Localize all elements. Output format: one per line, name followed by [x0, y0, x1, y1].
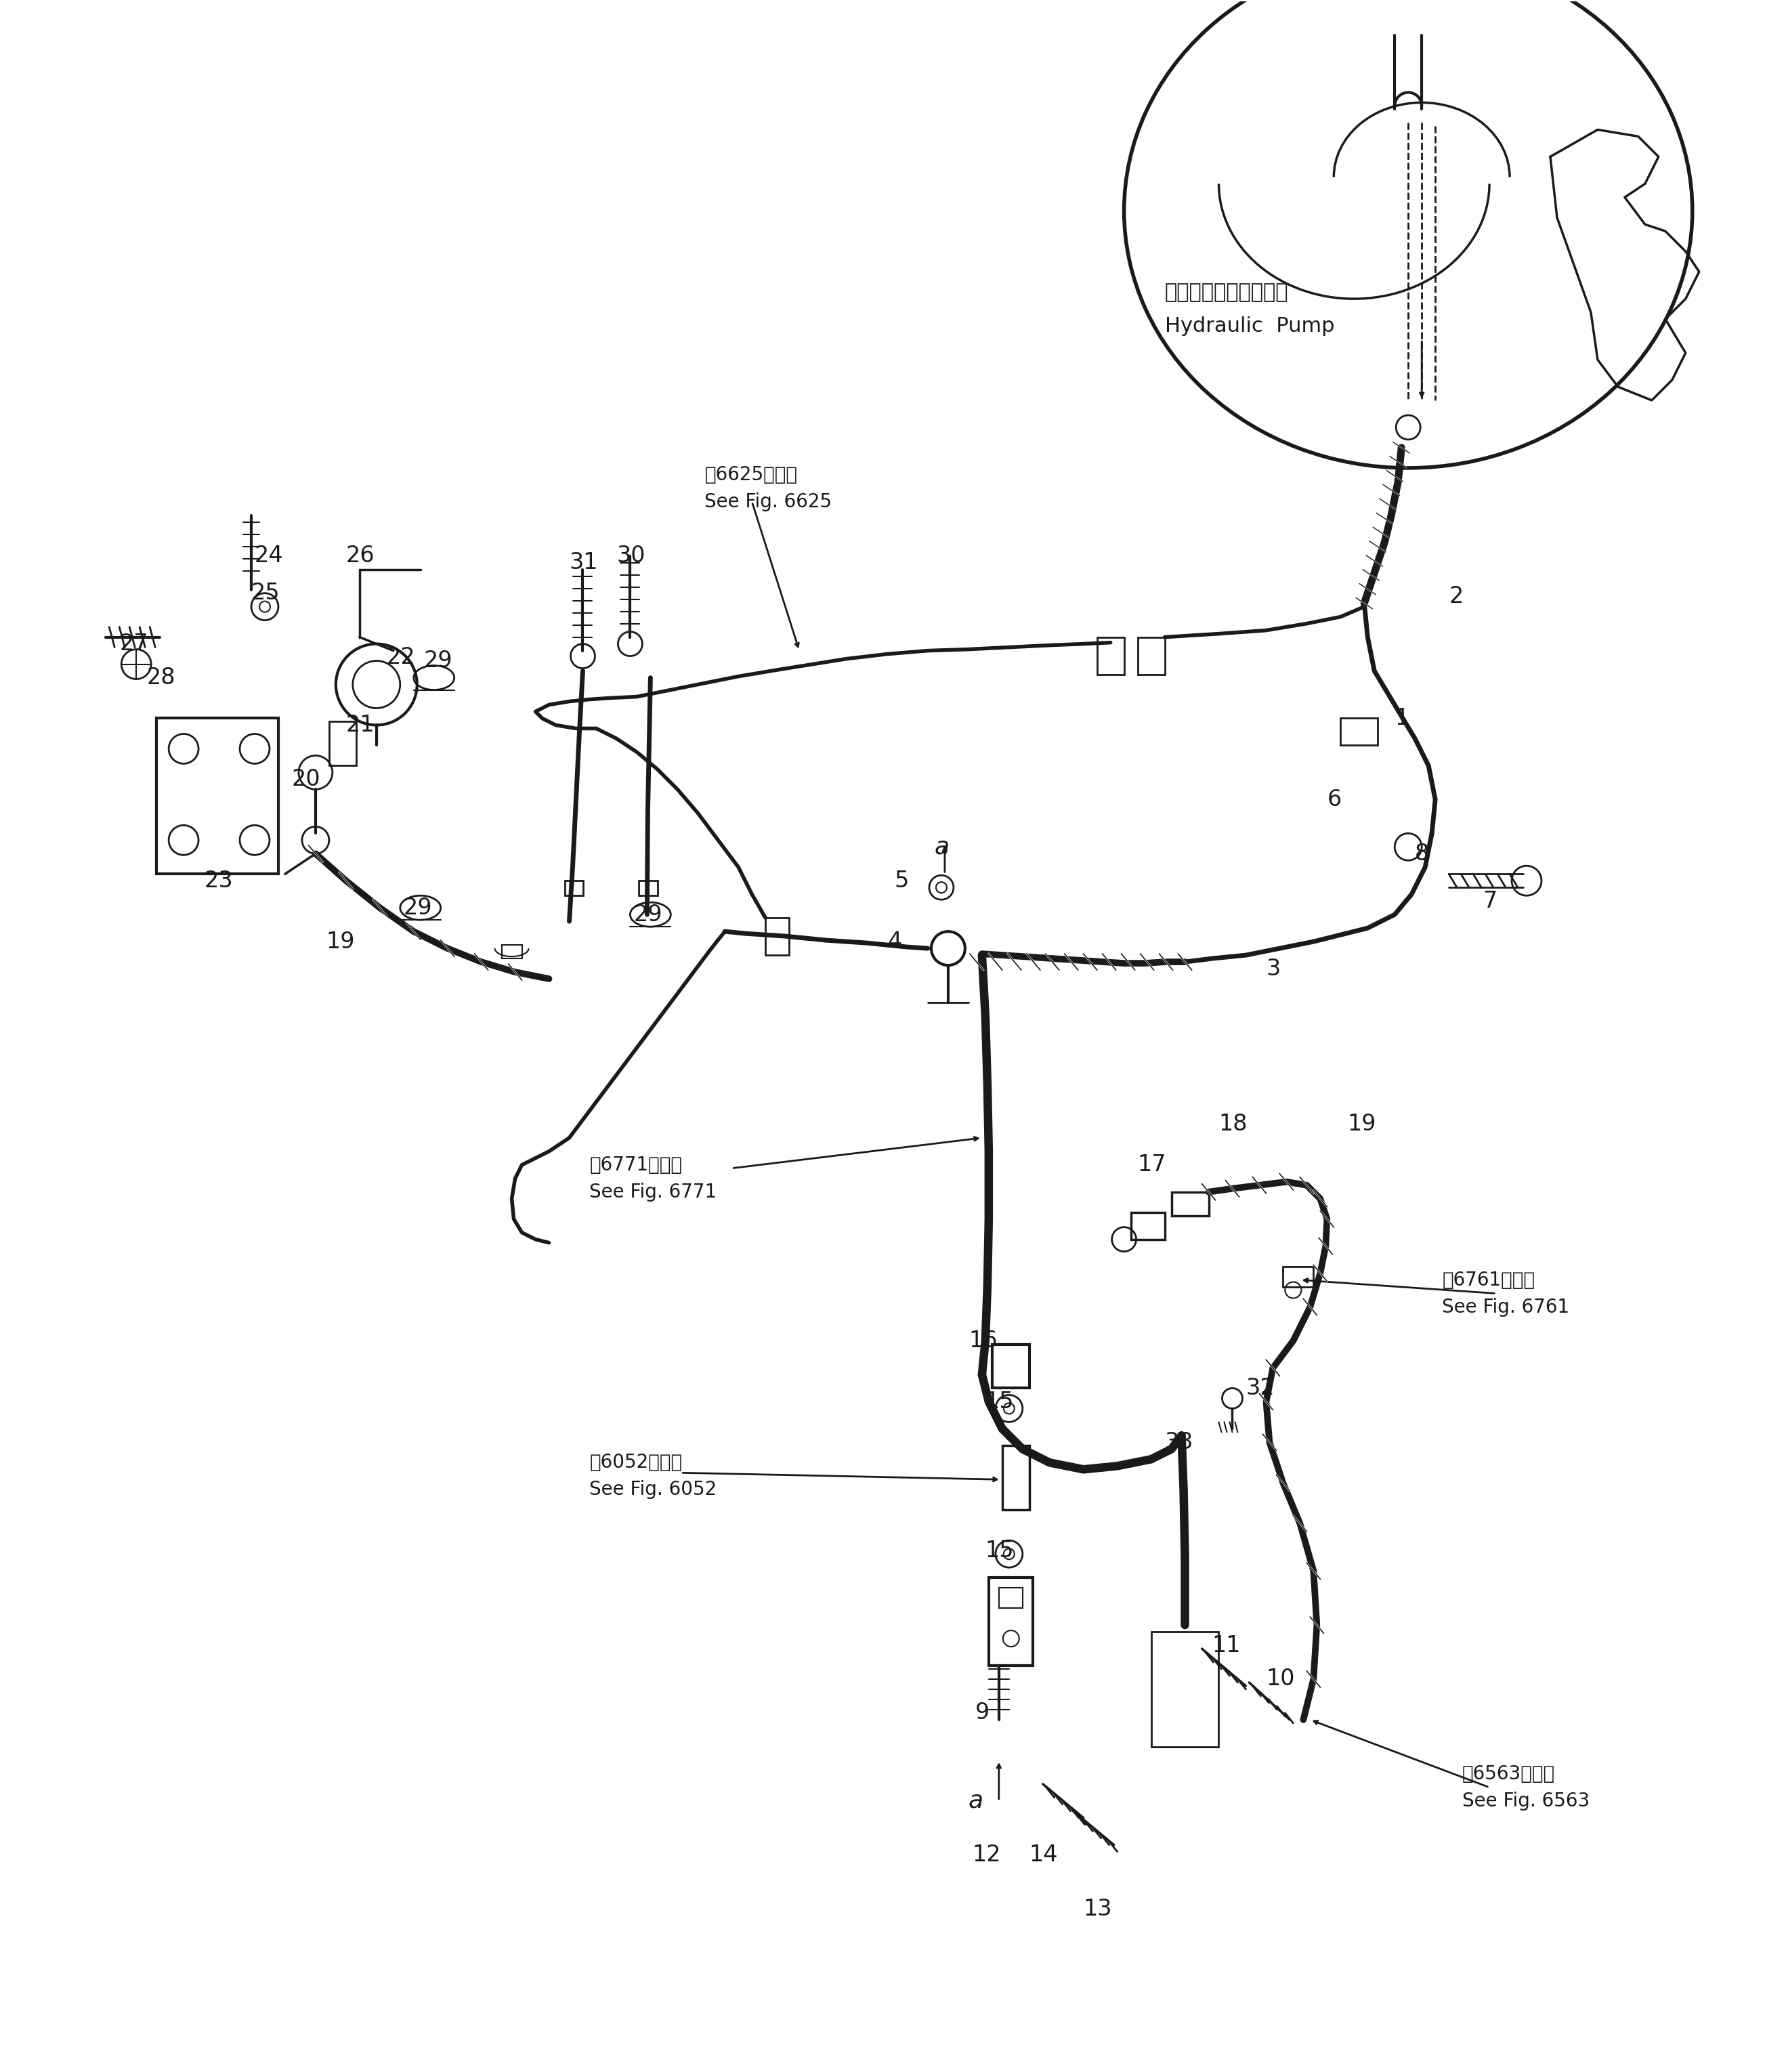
Text: 第6761図参照: 第6761図参照 [1441, 1270, 1534, 1289]
Text: 25: 25 [252, 582, 280, 605]
Text: 2: 2 [1448, 586, 1463, 607]
Bar [329, 721, 355, 767]
Bar [1131, 1212, 1164, 1239]
Bar [1282, 1266, 1313, 1287]
Text: 第6563図参照: 第6563図参照 [1463, 1765, 1556, 1784]
Bar [157, 719, 279, 874]
Text: 1: 1 [1395, 707, 1409, 729]
Text: 16: 16 [968, 1330, 997, 1353]
Bar [1152, 1633, 1218, 1747]
Text: 7: 7 [1482, 889, 1497, 912]
Text: 5: 5 [895, 870, 909, 891]
Text: See Fig. 6052: See Fig. 6052 [589, 1479, 716, 1500]
Text: 第6625図参照: 第6625図参照 [704, 466, 797, 485]
Text: 第6052図参照: 第6052図参照 [589, 1452, 682, 1471]
Text: 27: 27 [120, 632, 148, 655]
Bar [564, 881, 584, 895]
Text: 4: 4 [888, 930, 902, 953]
Bar [1341, 719, 1377, 746]
Text: 32: 32 [1247, 1378, 1275, 1399]
Bar [1097, 636, 1123, 673]
Bar [1172, 1191, 1209, 1216]
Bar [639, 881, 657, 895]
Text: 14: 14 [1029, 1844, 1057, 1867]
Text: Hydraulic  Pump: Hydraulic Pump [1164, 317, 1334, 336]
Text: 31: 31 [570, 551, 598, 574]
Bar [502, 945, 522, 959]
Text: See Fig. 6761: See Fig. 6761 [1441, 1297, 1570, 1316]
Text: 15: 15 [986, 1390, 1014, 1413]
Text: 12: 12 [972, 1844, 1000, 1867]
Text: 9: 9 [975, 1701, 989, 1724]
Text: 3: 3 [1266, 957, 1281, 980]
Text: a: a [968, 1790, 984, 1813]
Text: 第6771図参照: 第6771図参照 [589, 1156, 682, 1175]
Text: 6: 6 [1327, 787, 1341, 810]
Text: 15: 15 [986, 1539, 1014, 1562]
Bar [1138, 636, 1164, 673]
Bar [766, 918, 789, 955]
Text: 18: 18 [1218, 1113, 1247, 1135]
Text: 13: 13 [1084, 1898, 1113, 1921]
Text: 24: 24 [255, 545, 284, 568]
Text: 10: 10 [1266, 1668, 1295, 1691]
Text: 29: 29 [423, 651, 452, 671]
Text: 29: 29 [404, 897, 432, 920]
Text: 19: 19 [325, 930, 354, 953]
Bar [989, 1577, 1032, 1666]
Text: See Fig. 6625: See Fig. 6625 [704, 493, 832, 512]
Text: 8: 8 [1415, 843, 1429, 864]
Text: 33: 33 [1164, 1432, 1193, 1452]
Text: ハイドロリックボンプ: ハイドロリックボンプ [1164, 282, 1288, 303]
Text: 19: 19 [1347, 1113, 1375, 1135]
Text: a: a [934, 835, 950, 858]
Text: 17: 17 [1138, 1154, 1166, 1177]
Text: 11: 11 [1213, 1635, 1241, 1656]
Text: See Fig. 6771: See Fig. 6771 [589, 1183, 716, 1202]
Text: 21: 21 [346, 715, 375, 736]
Bar [991, 1345, 1029, 1388]
Text: 28: 28 [146, 667, 175, 688]
Text: 29: 29 [634, 903, 663, 926]
Text: 23: 23 [204, 870, 232, 891]
Text: See Fig. 6563: See Fig. 6563 [1463, 1792, 1590, 1811]
Bar [998, 1587, 1023, 1608]
Bar [1002, 1446, 1029, 1510]
Text: 22: 22 [386, 646, 416, 669]
Text: 26: 26 [346, 545, 375, 568]
Text: 20: 20 [291, 769, 321, 789]
Text: 30: 30 [616, 545, 645, 568]
